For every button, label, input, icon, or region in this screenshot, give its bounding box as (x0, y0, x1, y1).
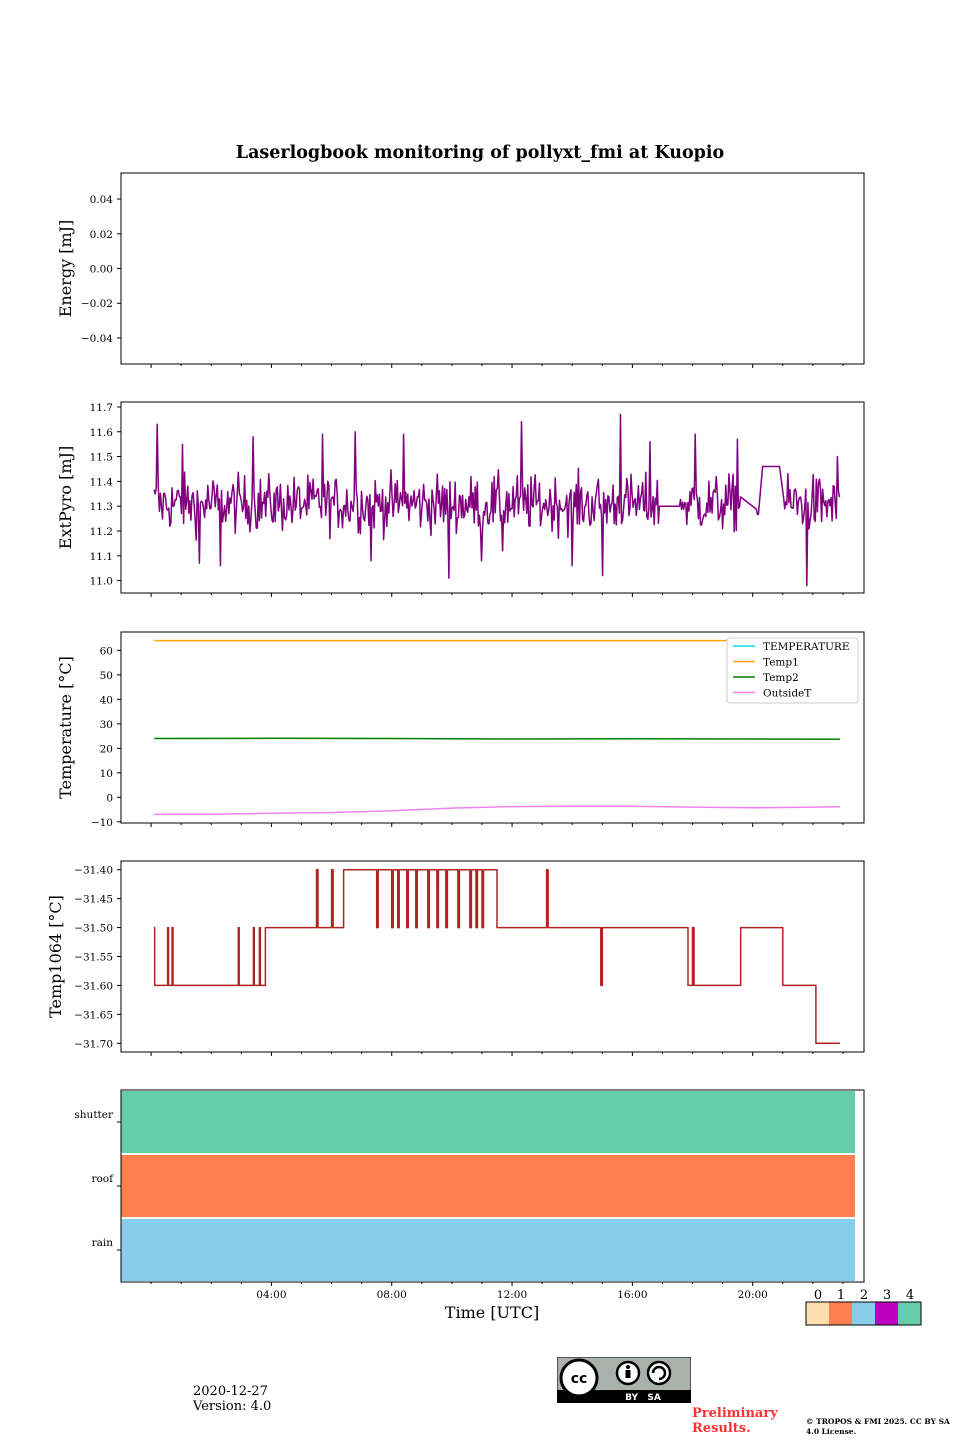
panel-extpyro: 11.7 11.6 11.5 11.4 11.3 11.2 11.1 11.0 ExtPyro … (56, 401, 865, 597)
colorbar-tick-label: 2 (860, 1288, 868, 1303)
axes-frame (120, 631, 865, 824)
axes-background (121, 173, 864, 364)
y-tick-label: 11.5 (90, 452, 113, 464)
x-tick-label: 20:00 (738, 1289, 768, 1301)
y-tick-label: −0.02 (81, 298, 113, 310)
panel-temperature: 60 50 40 30 20 10 0 −10 Temperature [°C] TEMPERAT… (56, 631, 865, 829)
y-tick-label: 50 (100, 670, 113, 682)
legend-label-TEMPERATURE: TEMPERATURE (763, 641, 850, 653)
series-line-OutsideT (154, 805, 840, 816)
plot-area (153, 413, 841, 587)
y-axis-label: ExtPyro [mJ] (56, 446, 75, 549)
panel-energy: 0.04 0.02 0.00 −0.02 −0.04 Energy [mJ] (56, 172, 865, 368)
y-tick-label: 11.4 (90, 476, 114, 488)
colorbar-frame (805, 1301, 922, 1326)
colorbar-tick-label: 4 (906, 1288, 914, 1303)
copyright-notice: © TROPOS & FMI 2025. CC BY SA 4.0 Licens… (806, 1417, 950, 1436)
panel-temp1064: −31.40 −31.45 −31.50 −31.55 −31.60 −31.65 −31.… (46, 860, 865, 1056)
x-tick-label: 12:00 (497, 1289, 527, 1301)
y-tick-label: 11.2 (90, 526, 113, 538)
cc-badge-label: BY SA (625, 1393, 661, 1403)
svg-text:cc: cc (571, 1371, 588, 1387)
y-tick-label: −0.04 (81, 333, 113, 345)
status-band-roof (121, 1155, 855, 1217)
y-tick-label: −31.40 (74, 865, 113, 877)
y-tick-label: −31.55 (74, 952, 113, 964)
series-line-ExtPyro (153, 413, 841, 587)
y-tick-label: 10 (100, 768, 113, 780)
legend-label-Temp2: Temp2 (763, 672, 799, 684)
y-tick-label: 40 (100, 694, 113, 706)
x-tick-label: 08:00 (377, 1289, 407, 1301)
figure-title: Laserlogbook monitoring of pollyxt_fmi a… (236, 143, 724, 163)
preliminary-results-note: Preliminary Results. (692, 1406, 778, 1436)
y-tick-label: 11.3 (90, 501, 113, 513)
plot-area (153, 868, 840, 1045)
y-tick-label: −31.60 (74, 980, 113, 992)
status-band-shutter (121, 1091, 855, 1153)
y-tick-label: −10 (91, 817, 113, 829)
y-tick-label: 11.1 (90, 551, 113, 563)
y-tick-label: 11.6 (90, 427, 114, 439)
x-tick-label: 16:00 (617, 1289, 647, 1301)
y-axis-label: Temperature [°C] (56, 656, 75, 799)
colorbar-segment-4 (898, 1302, 921, 1325)
y-tick-label: −31.50 (74, 923, 113, 935)
x-tick-label: 04:00 (256, 1289, 286, 1301)
colorbar-segment-2 (852, 1302, 875, 1325)
y-axis-label: Temp1064 [°C] (46, 895, 65, 1018)
y-tick-label: 11.7 (90, 402, 113, 414)
axes-background (121, 861, 864, 1052)
colorbar-segment-3 (875, 1302, 898, 1325)
x-axis-label: Time [UTC] (445, 1303, 539, 1322)
y-tick-label: −31.45 (74, 894, 113, 906)
legend-label-OutsideT: OutsideT (763, 688, 811, 700)
axes-frame (120, 1089, 865, 1283)
legend-box (726, 637, 859, 704)
series-line-Temp1064 (153, 868, 840, 1045)
y-tick-label-rain: rain (92, 1237, 114, 1249)
y-axis-label: Energy [mJ] (56, 220, 75, 318)
axes-frame (120, 401, 865, 594)
y-tick-label: 30 (100, 719, 113, 731)
y-tick-label: 0.00 (90, 264, 113, 276)
status-band-rain (121, 1219, 855, 1281)
y-tick-label: 0.02 (90, 229, 113, 241)
y-tick-label: −31.70 (74, 1038, 113, 1050)
colorbar-tick-label: 1 (837, 1288, 845, 1303)
legend-label-Temp1: Temp1 (763, 657, 799, 669)
legend: TEMPERATURE Temp1 Temp2 OutsideT (726, 637, 859, 704)
colorbar-segment-0 (806, 1302, 829, 1325)
colorbar-segment-1 (829, 1302, 852, 1325)
y-tick-label: 0 (106, 792, 113, 804)
series-line-Temp2 (154, 737, 840, 741)
y-tick-label-shutter: shutter (74, 1109, 114, 1121)
panel-status: shutter roof rain 04:00 08:00 12:00 16:00 20:00 (74, 1089, 865, 1301)
y-tick-label: 60 (100, 645, 113, 657)
y-tick-label: 20 (100, 743, 113, 755)
y-tick-label-roof: roof (91, 1173, 114, 1185)
date-text: 2020-12-27 (193, 1384, 268, 1399)
colorbar-tick-label: 3 (883, 1288, 891, 1303)
cc-by-sa-license-badge: cc BY SA (557, 1357, 691, 1403)
y-tick-label: 11.0 (90, 576, 113, 588)
version-text: Version: 4.0 (193, 1399, 272, 1414)
y-tick-label: 0.04 (90, 194, 114, 206)
colorbar-tick-label: 0 (814, 1288, 822, 1303)
y-tick-label: −31.65 (74, 1009, 113, 1021)
